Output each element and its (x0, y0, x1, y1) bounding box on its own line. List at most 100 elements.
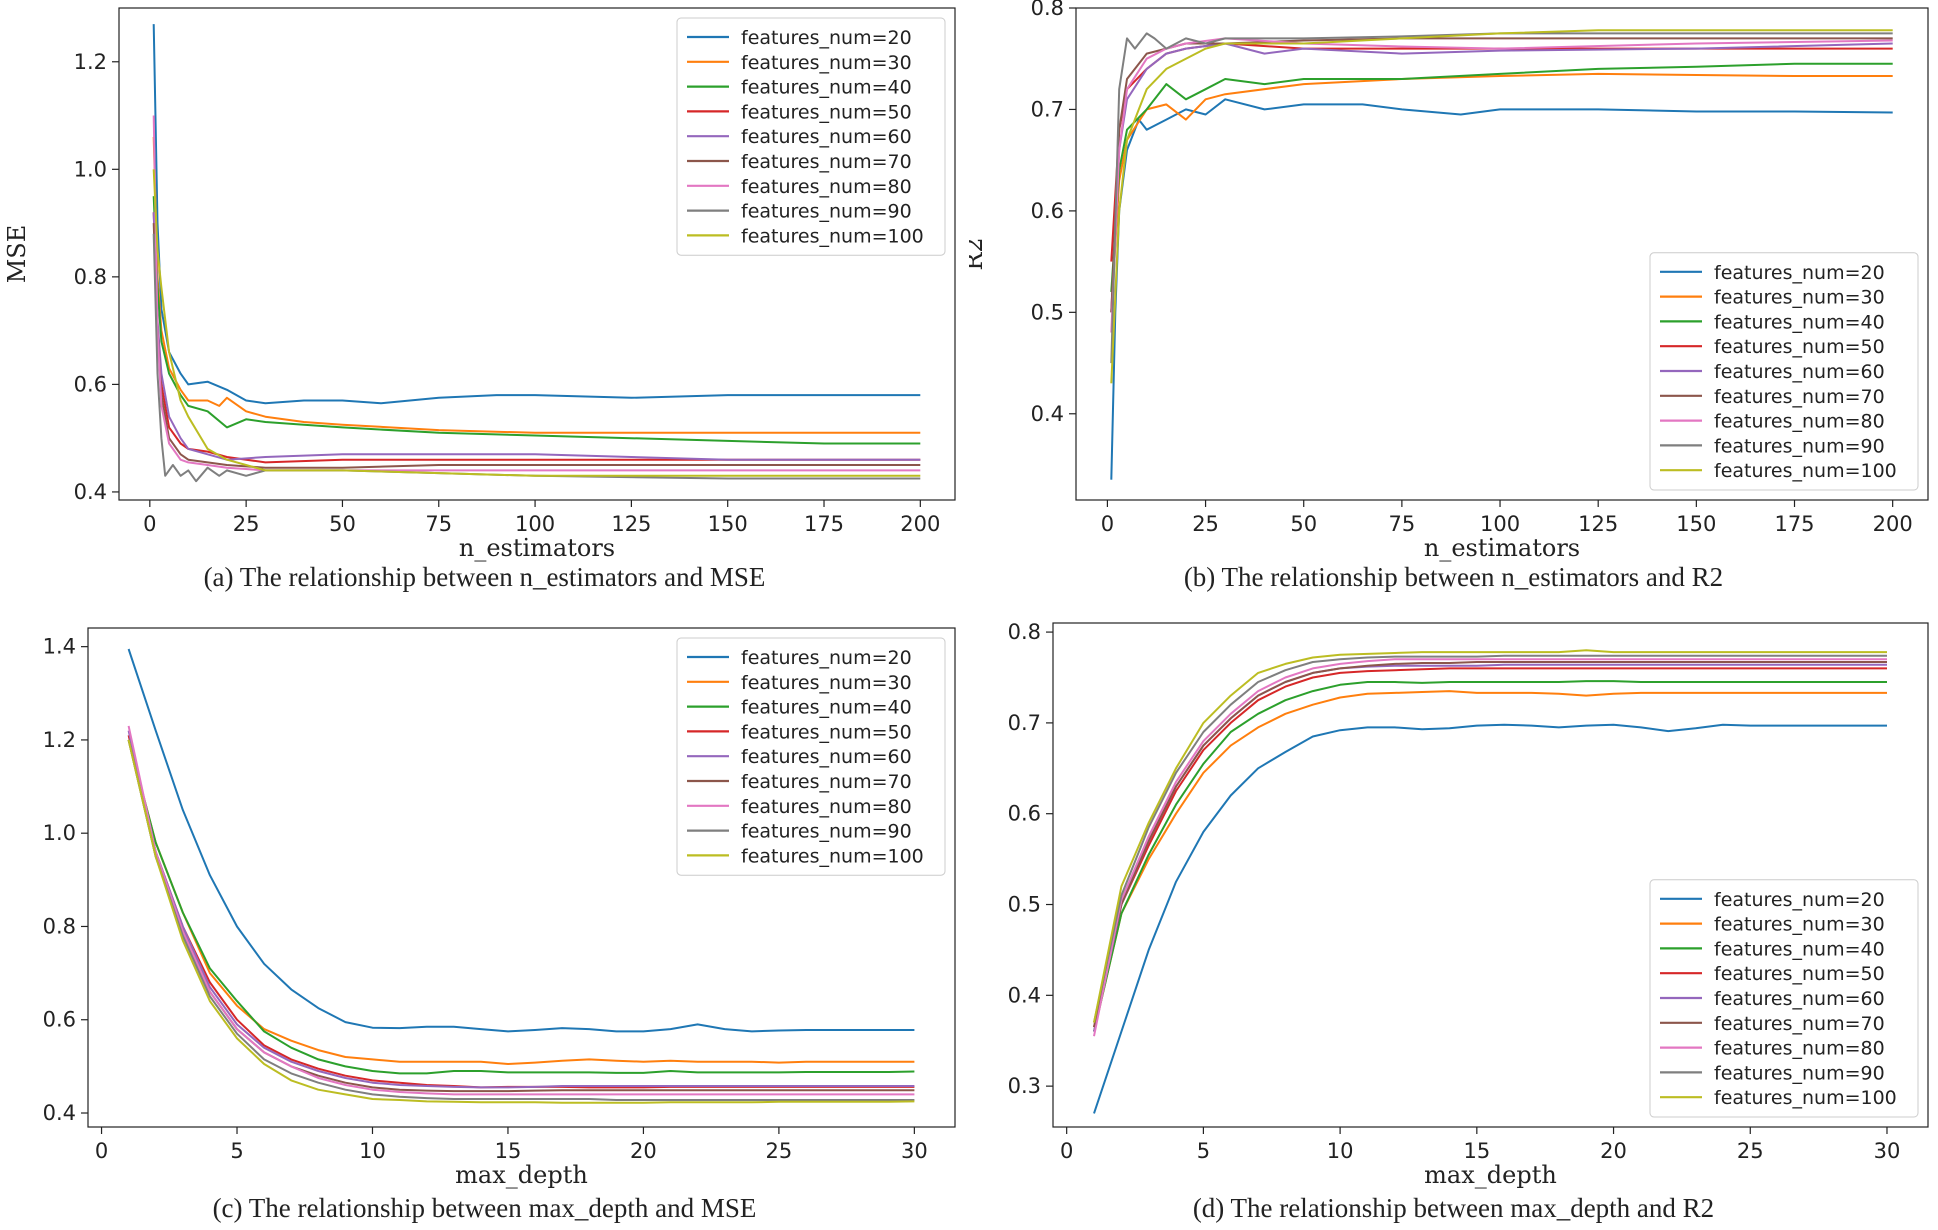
panel-b: 0 25 50 75 100 125 150 175 200 0.4 0.5 0.6 0.7 0.8 n_e… (969, 0, 1938, 615)
y-tick-label: 0.6 (74, 372, 107, 396)
plot-frame (87, 627, 956, 1128)
y-tick-label: 0.6 (1031, 199, 1064, 223)
caption-b: (b) The relationship between n_estimator… (1183, 562, 1724, 592)
series-line (127, 739, 915, 1104)
x-tick-label: 200 (900, 512, 940, 536)
legend-label: features_num=30 (1714, 287, 1885, 309)
legend-label: features_num=50 (1714, 963, 1885, 985)
x-tick-label: 150 (708, 512, 748, 536)
series-line (1093, 680, 1887, 1032)
series-line (127, 730, 915, 1089)
series-line (152, 115, 921, 472)
x-tick-label: 0 (95, 1139, 108, 1163)
legend-label: features_num=50 (741, 101, 912, 123)
legend-label: features_num=60 (1714, 988, 1885, 1010)
x-tick-label: 5 (1197, 1139, 1210, 1163)
series-line (152, 233, 921, 483)
x-axis-label: max_depth (455, 1161, 588, 1189)
legend-box (1649, 879, 1919, 1118)
chart-a: 0 25 50 75 100 125 150 175 200 0.4 0.6 0.8 1.0 1.2 n_e… (3, 7, 956, 562)
series-line (1110, 29, 1893, 384)
y-tick-label: 0.4 (43, 1101, 76, 1125)
x-tick-label: 30 (1874, 1139, 1901, 1163)
chart-d: 0510152025300.30.40.50.60.70.8max_depthR… (1008, 620, 1929, 1189)
caption-a: (a) The relationship between n_estimator… (203, 562, 766, 592)
x-tick-label: 10 (1327, 1139, 1354, 1163)
caption-c: (c) The relationship between max_depth a… (212, 1193, 757, 1223)
legend-label: features_num=20 (741, 647, 912, 669)
y-tick-label: 1.2 (43, 728, 76, 752)
y-tick-label: 1.4 (43, 635, 76, 659)
legend-label: features_num=40 (1714, 311, 1885, 333)
x-tick-label: 175 (1774, 512, 1814, 536)
plot-frame (1052, 622, 1929, 1128)
series-line (1093, 661, 1887, 1028)
x-tick-label: 15 (495, 1139, 522, 1163)
series-line (1110, 37, 1893, 333)
y-tick-label: 0.4 (1008, 983, 1041, 1007)
x-tick-label: 25 (766, 1139, 793, 1163)
plot-frame (1075, 7, 1929, 501)
x-tick-label: 0 (1101, 512, 1114, 536)
x-tick-label: 75 (1389, 512, 1416, 536)
series-line (1093, 649, 1887, 1023)
legend-label: features_num=70 (1714, 1013, 1885, 1035)
x-tick-label: 20 (630, 1139, 657, 1163)
legend-label: features_num=60 (741, 126, 912, 148)
legend-label: features_num=40 (1714, 938, 1885, 960)
legend-label: features_num=30 (741, 672, 912, 694)
x-tick-label: 50 (329, 512, 356, 536)
series-line (152, 169, 921, 477)
caption-d: (d) The relationship between max_depth a… (1192, 1193, 1715, 1223)
legend-label: features_num=20 (1714, 262, 1885, 284)
legend-label: features_num=80 (741, 796, 912, 818)
y-tick-label: 0.6 (1008, 802, 1041, 826)
x-axis-label: n_estimators (459, 534, 615, 562)
x-axis-label: n_estimators (1424, 534, 1580, 562)
legend-label: features_num=100 (1714, 460, 1897, 482)
legend-label: features_num=90 (1714, 435, 1885, 457)
legend-label: features_num=70 (741, 151, 912, 173)
x-tick-label: 25 (233, 512, 260, 536)
x-axis-label: max_depth (1424, 1161, 1557, 1189)
chart-c: 0510152025300.40.60.81.01.21.4max_depthM… (43, 627, 956, 1189)
x-tick-label: 50 (1290, 512, 1317, 536)
y-tick-label: 0.5 (1031, 300, 1064, 324)
x-tick-label: 125 (611, 512, 651, 536)
y-tick-label: 0.3 (1008, 1074, 1041, 1098)
legend-label: features_num=60 (741, 746, 912, 768)
legend-label: features_num=20 (741, 27, 912, 49)
legend-box (676, 637, 946, 876)
x-tick-label: 5 (230, 1139, 243, 1163)
legend-label: features_num=70 (1714, 386, 1885, 408)
y-tick-label: 1.2 (74, 50, 107, 74)
x-tick-label: 150 (1676, 512, 1716, 536)
series-line (127, 739, 915, 1075)
series-line (1110, 98, 1893, 480)
x-tick-label: 100 (1480, 512, 1520, 536)
legend-label: features_num=30 (741, 52, 912, 74)
legend-label: features_num=90 (741, 821, 912, 843)
y-tick-label: 0.4 (1031, 402, 1064, 426)
series-line (127, 739, 915, 1101)
series-line (1093, 690, 1887, 1032)
legend-label: features_num=40 (741, 697, 912, 719)
legend-label: features_num=80 (1714, 1038, 1885, 1060)
series-line (152, 136, 921, 434)
y-tick-label: 1.0 (43, 821, 76, 845)
y-tick-label: 0.8 (1031, 0, 1064, 20)
y-tick-label: 0.8 (43, 914, 76, 938)
y-tick-label: 0.7 (1031, 97, 1064, 121)
x-tick-label: 0 (143, 512, 156, 536)
series-line (152, 24, 921, 405)
x-tick-label: 25 (1192, 512, 1219, 536)
series-line (1110, 62, 1893, 293)
legend-label: features_num=100 (1714, 1087, 1897, 1109)
x-tick-label: 125 (1578, 512, 1618, 536)
series-line (127, 648, 915, 1033)
legend-label: features_num=80 (1714, 411, 1885, 433)
legend-label: features_num=30 (1714, 914, 1885, 936)
legend-box (1649, 252, 1919, 491)
legend-label: features_num=20 (1714, 889, 1885, 911)
legend-label: features_num=80 (741, 176, 912, 198)
